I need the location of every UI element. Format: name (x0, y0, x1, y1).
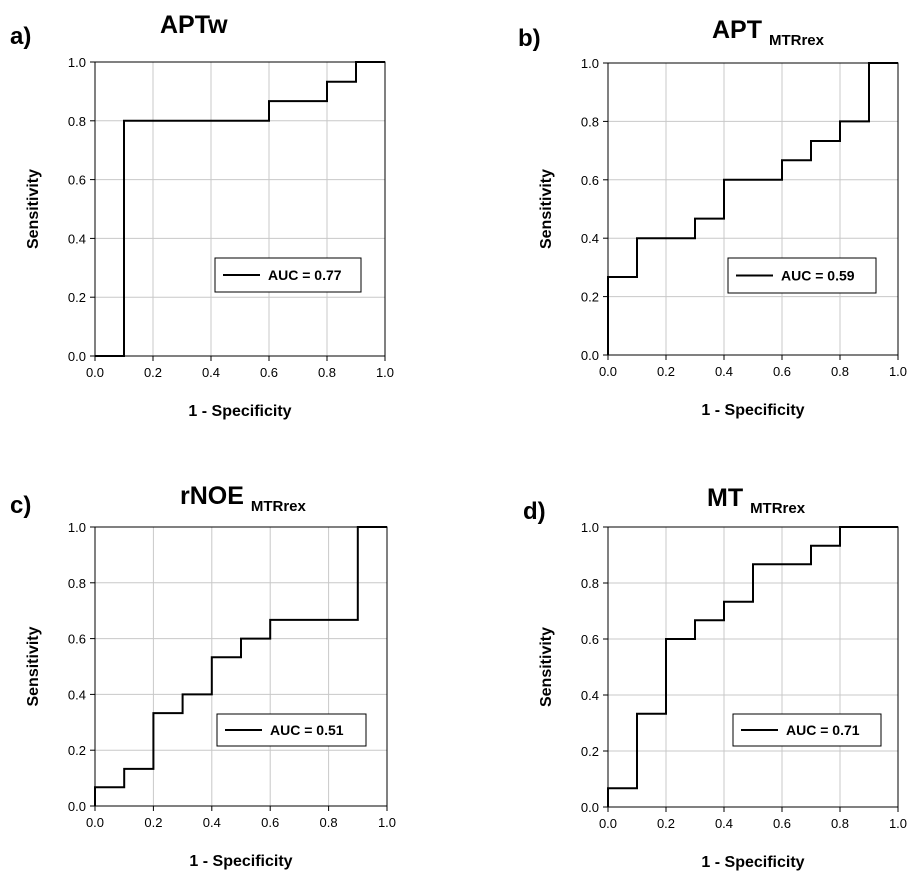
panel-c-title-sub: MTRrex (251, 498, 307, 515)
x-tick-label-d: 0.4 (715, 816, 733, 831)
y-tick-label-d: 0.0 (581, 800, 599, 815)
x-tick-label-c: 0.2 (144, 815, 162, 830)
x-tick-label-c: 1.0 (378, 815, 396, 830)
y-tick-label-b: 1.0 (581, 56, 599, 71)
x-tick-label-a: 0.4 (202, 365, 220, 380)
y-tick-label-b: 0.0 (581, 348, 599, 363)
x-tick-label-d: 1.0 (889, 816, 907, 831)
y-tick-label-a: 0.0 (68, 349, 86, 364)
legend-a: AUC = 0.77 (214, 257, 362, 293)
roc-curve-b (607, 62, 898, 355)
x-tick-label-a: 0.0 (86, 365, 104, 380)
y-tick-label-a: 0.4 (68, 231, 86, 246)
y-tick-label-d: 0.4 (581, 688, 599, 703)
x-tick-label-b: 0.6 (773, 364, 791, 379)
x-tick-label-c: 0.8 (320, 815, 338, 830)
x-tick-label-a: 0.6 (260, 365, 278, 380)
panel-d-title-sub: MTRrex (750, 500, 806, 517)
panel-d-title: MT MTRrex (707, 484, 806, 517)
panel-d-letter: d) (523, 498, 546, 525)
panel-a: a) APTw 0.0 0.2 0.4 0.6 0.8 1.00.00.20.40.60.… (10, 11, 394, 420)
roc-curve-a (95, 61, 385, 357)
y-tick-label-b: 0.6 (581, 173, 599, 188)
y-tick-label-a: 0.2 (68, 290, 86, 305)
x-tick-label-c: 0.6 (261, 815, 279, 830)
plot-frame-a (94, 61, 386, 357)
y-tick-label-b: 0.2 (581, 290, 599, 305)
plot-frame-d (607, 526, 899, 808)
x-tick-label-d: 0.2 (657, 816, 675, 831)
x-tick-label-a: 1.0 (376, 365, 394, 380)
x-tick-label-b: 0.0 (599, 364, 617, 379)
legend-label-b: AUC = 0.59 (781, 268, 855, 284)
x-axis-label-b: 1 - Specificity (701, 402, 804, 419)
x-tick-label-a: 0.2 (144, 365, 162, 380)
legend-label-c: AUC = 0.51 (270, 722, 344, 738)
y-tick-label-c: 0.8 (68, 576, 86, 591)
y-tick-label-c: 0.4 (68, 687, 86, 702)
plot-area-a: 0.0 0.2 0.4 0.6 0.8 1.0 0.0 0.2 0.4 0.6 0.8 1.0 1 - … (25, 55, 394, 420)
y-tick-label-a: 0.6 (68, 173, 86, 188)
x-tick-label-b: 0.2 (657, 364, 675, 379)
roc-curve-c (94, 526, 387, 806)
x-tick-label-c: 0.0 (86, 815, 104, 830)
panel-c-title-main: rNOE (180, 482, 244, 510)
y-axis-label-c: Sensitivity (25, 626, 42, 706)
y-tick-label-d: 0.2 (581, 744, 599, 759)
panel-b-title: APT MTRrex (712, 16, 825, 49)
x-axis-label-a: 1 - Specificity (188, 403, 291, 420)
x-tick-label-a: 0.8 (318, 365, 336, 380)
x-axis-label-d: 1 - Specificity (701, 854, 804, 871)
x-tick-label-d: 0.0 (599, 816, 617, 831)
x-tick-label-d: 0.6 (773, 816, 791, 831)
y-axis-label-d: Sensitivity (538, 627, 555, 707)
plot-frame-b (607, 62, 899, 356)
panel-a-title-main: APTw (160, 11, 228, 39)
y-tick-label-b: 0.8 (581, 114, 599, 129)
y-axis-label-b: Sensitivity (538, 169, 555, 249)
roc-curve-d (607, 526, 898, 807)
panel-a-title: APTw (160, 11, 228, 39)
panel-d-title-main: MT (707, 484, 743, 512)
panel-b: b) APT MTRrex 0.0 0.2 0.4 0.6 0.8 1.00.00.20.… (518, 16, 907, 419)
y-tick-label-a: 1.0 (68, 55, 86, 70)
plot-area-c: 0.0 0.2 0.4 0.6 0.8 1.0 0.0 0.2 0.4 0.6 0.8 1.0 1 - … (25, 520, 396, 870)
x-tick-label-b: 0.4 (715, 364, 733, 379)
plot-area-d: 0.0 0.2 0.4 0.6 0.8 1.0 0.0 0.2 0.4 0.6 0.8 1.0 1 - … (538, 520, 907, 871)
panel-b-title-sub: MTRrex (769, 32, 825, 49)
y-tick-label-b: 0.4 (581, 231, 599, 246)
panel-c-letter: c) (10, 492, 31, 519)
plot-area-b: 0.0 0.2 0.4 0.6 0.8 1.0 0.0 0.2 0.4 0.6 0.8 1.0 1 - … (538, 56, 907, 419)
x-tick-label-b: 0.8 (831, 364, 849, 379)
panel-b-letter: b) (518, 25, 541, 52)
panel-b-title-main: APT (712, 16, 762, 44)
y-tick-label-a: 0.8 (68, 114, 86, 129)
y-tick-label-d: 1.0 (581, 520, 599, 535)
y-axis-label-a: Sensitivity (25, 169, 42, 249)
legend-c: AUC = 0.51 (216, 713, 367, 747)
y-tick-label-c: 1.0 (68, 520, 86, 535)
y-tick-label-d: 0.6 (581, 632, 599, 647)
x-tick-label-c: 0.4 (203, 815, 221, 830)
legend-b: AUC = 0.59 (727, 257, 877, 294)
plot-frame-c (94, 526, 388, 807)
y-tick-label-d: 0.8 (581, 576, 599, 591)
panel-c-title: rNOE MTRrex (180, 482, 307, 515)
y-tick-label-c: 0.2 (68, 743, 86, 758)
panel-d: d) MT MTRrex 0.0 0.2 0.4 0.6 0.8 1.0 0.0 0.2 0.4… (523, 484, 907, 871)
panel-c: c) rNOE MTRrex 0.0 0.2 0.4 0.6 0.8 1.00.00.20… (10, 482, 396, 870)
legend-d: AUC = 0.71 (732, 713, 882, 747)
x-tick-label-d: 0.8 (831, 816, 849, 831)
y-tick-label-c: 0.0 (68, 799, 86, 814)
legend-label-a: AUC = 0.77 (268, 267, 342, 283)
y-tick-label-c: 0.6 (68, 632, 86, 647)
legend-label-d: AUC = 0.71 (786, 722, 860, 738)
x-axis-label-c: 1 - Specificity (189, 853, 292, 870)
panel-a-letter: a) (10, 23, 31, 50)
x-tick-label-b: 1.0 (889, 364, 907, 379)
